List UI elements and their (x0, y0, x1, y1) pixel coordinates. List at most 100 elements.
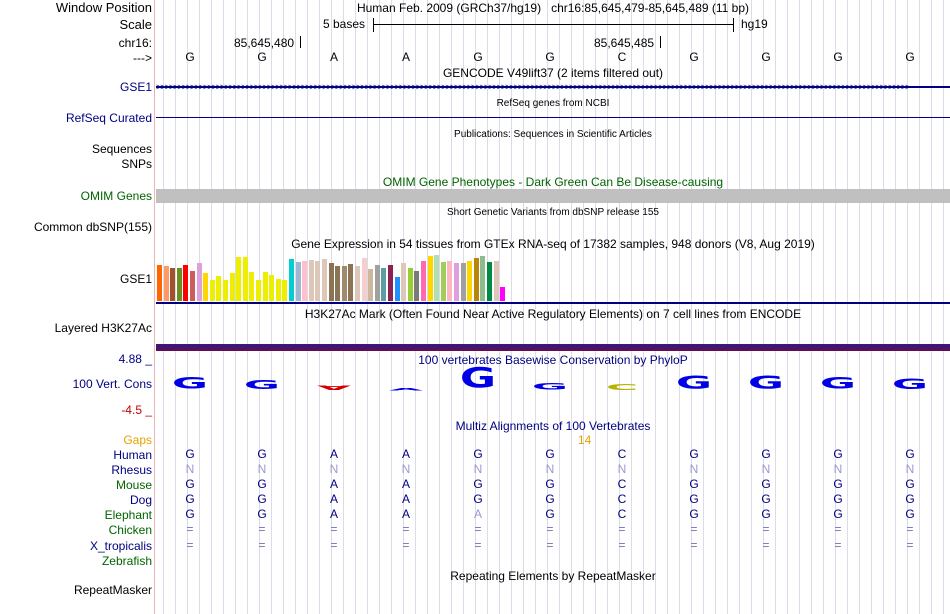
aligned-base[interactable]: A (401, 492, 410, 506)
aligned-base[interactable]: N (329, 462, 339, 476)
aligned-base[interactable]: = (690, 538, 698, 552)
gtex-tissue-bar[interactable] (388, 265, 393, 301)
aligned-base[interactable]: G (689, 447, 699, 461)
reference-base[interactable]: G (761, 50, 771, 64)
gtex-tissue-bar[interactable] (230, 273, 235, 301)
gtex-tissue-bar[interactable] (263, 272, 268, 301)
gtex-tissue-bar[interactable] (408, 268, 413, 301)
aligned-base[interactable]: G (257, 507, 267, 521)
phylop-glyph[interactable]: C (605, 382, 639, 392)
gtex-tissue-bar[interactable] (236, 257, 241, 301)
gtex-tissue-bar[interactable] (454, 263, 459, 301)
phylop-glyph[interactable]: A (388, 386, 424, 392)
aligned-base[interactable]: G (185, 492, 195, 506)
gtex-tissue-bar[interactable] (276, 279, 281, 301)
aligned-base[interactable]: G (761, 492, 771, 506)
gtex-tissue-bar[interactable] (282, 280, 287, 301)
gtex-tissue-bar[interactable] (447, 261, 452, 301)
aligned-base[interactable]: N (401, 462, 411, 476)
aligned-base[interactable]: A (329, 492, 338, 506)
aligned-base[interactable]: G (905, 492, 915, 506)
species-label[interactable]: Chicken (108, 523, 152, 537)
aligned-base[interactable]: G (473, 492, 483, 506)
aligned-base[interactable]: G (689, 477, 699, 491)
gtex-tissue-bar[interactable] (375, 265, 380, 301)
aligned-base[interactable]: = (546, 538, 554, 552)
omim-gene-feature[interactable] (156, 189, 950, 203)
aligned-base[interactable]: = (690, 522, 698, 536)
gtex-tissue-bar[interactable] (335, 266, 340, 301)
gtex-tissue-bar[interactable] (216, 276, 221, 301)
gtex-tissue-bar[interactable] (170, 268, 175, 301)
gtex-tissue-bar[interactable] (434, 255, 439, 301)
gtex-tissue-bar[interactable] (322, 259, 327, 301)
reference-base[interactable]: G (689, 50, 699, 64)
gtex-tissue-bar[interactable] (362, 258, 367, 301)
species-label[interactable]: Elephant (104, 508, 152, 522)
phylop-glyph[interactable]: G (675, 371, 713, 393)
aligned-base[interactable]: G (905, 477, 915, 491)
aligned-base[interactable]: N (185, 462, 195, 476)
reference-base[interactable]: G (545, 50, 555, 64)
aligned-base[interactable]: G (833, 507, 843, 521)
gtex-tissue-bar[interactable] (256, 280, 261, 301)
aligned-base[interactable]: = (834, 538, 842, 552)
aligned-base[interactable]: G (761, 507, 771, 521)
reference-base[interactable]: A (401, 50, 410, 64)
aligned-base[interactable]: G (257, 477, 267, 491)
gtex-tissue-bar[interactable] (249, 272, 254, 301)
aligned-base[interactable]: N (473, 462, 483, 476)
reference-base[interactable]: G (473, 50, 483, 64)
gtex-tissue-bar[interactable] (190, 271, 195, 301)
aligned-base[interactable]: N (833, 462, 843, 476)
aligned-base[interactable]: = (762, 522, 770, 536)
aligned-base[interactable]: G (473, 477, 483, 491)
aligned-base[interactable]: C (617, 507, 627, 521)
aligned-base[interactable]: G (545, 477, 555, 491)
gtex-tissue-bar[interactable] (177, 268, 182, 301)
aligned-base[interactable]: = (546, 522, 554, 536)
aligned-base[interactable]: = (906, 522, 914, 536)
aligned-base[interactable]: G (905, 447, 915, 461)
gtex-tissue-bar[interactable] (315, 261, 320, 301)
gtex-tissue-bar[interactable] (381, 268, 386, 301)
phylop-glyph[interactable]: G (891, 375, 929, 393)
aligned-base[interactable]: A (329, 507, 338, 521)
refseq-gene-feature[interactable] (156, 117, 950, 118)
phylop-glyph[interactable]: G (459, 360, 497, 394)
aligned-base[interactable]: G (185, 447, 195, 461)
aligned-base[interactable]: = (474, 538, 482, 552)
species-label[interactable]: Zebrafish (101, 554, 152, 568)
gtex-tissue-bar[interactable] (342, 266, 347, 301)
gtex-tissue-bar[interactable] (368, 269, 373, 301)
aligned-base[interactable]: G (761, 477, 771, 491)
gtex-tissue-bar[interactable] (243, 257, 248, 301)
phylop-glyph[interactable]: G (747, 371, 785, 393)
aligned-base[interactable]: A (401, 477, 410, 491)
gtex-tissue-bar[interactable] (421, 261, 426, 301)
gtex-track-label[interactable]: GSE1 (119, 272, 152, 286)
h3k27ac-signal[interactable] (156, 344, 950, 351)
aligned-base[interactable]: G (905, 507, 915, 521)
species-label[interactable]: Rhesus (111, 463, 152, 477)
gtex-tissue-bar[interactable] (500, 287, 505, 301)
aligned-base[interactable]: = (402, 522, 410, 536)
aligned-base[interactable]: G (545, 507, 555, 521)
publications-sequences-label[interactable]: Sequences (91, 142, 152, 156)
repeatmasker-track-label[interactable]: RepeatMasker (73, 583, 152, 597)
aligned-base[interactable]: = (618, 538, 626, 552)
aligned-base[interactable]: = (186, 522, 194, 536)
gtex-tissue-bar[interactable] (414, 271, 419, 301)
aligned-base[interactable]: G (257, 447, 267, 461)
aligned-base[interactable]: N (617, 462, 627, 476)
reference-base[interactable]: C (617, 50, 627, 64)
species-label[interactable]: Human (113, 448, 152, 462)
aligned-base[interactable]: A (401, 507, 410, 521)
aligned-base[interactable]: = (834, 522, 842, 536)
aligned-base[interactable]: A (401, 447, 410, 461)
gtex-tissue-bar[interactable] (157, 265, 162, 301)
aligned-base[interactable]: A (329, 447, 338, 461)
reference-base[interactable]: G (833, 50, 843, 64)
gtex-tissue-bar[interactable] (223, 280, 228, 301)
